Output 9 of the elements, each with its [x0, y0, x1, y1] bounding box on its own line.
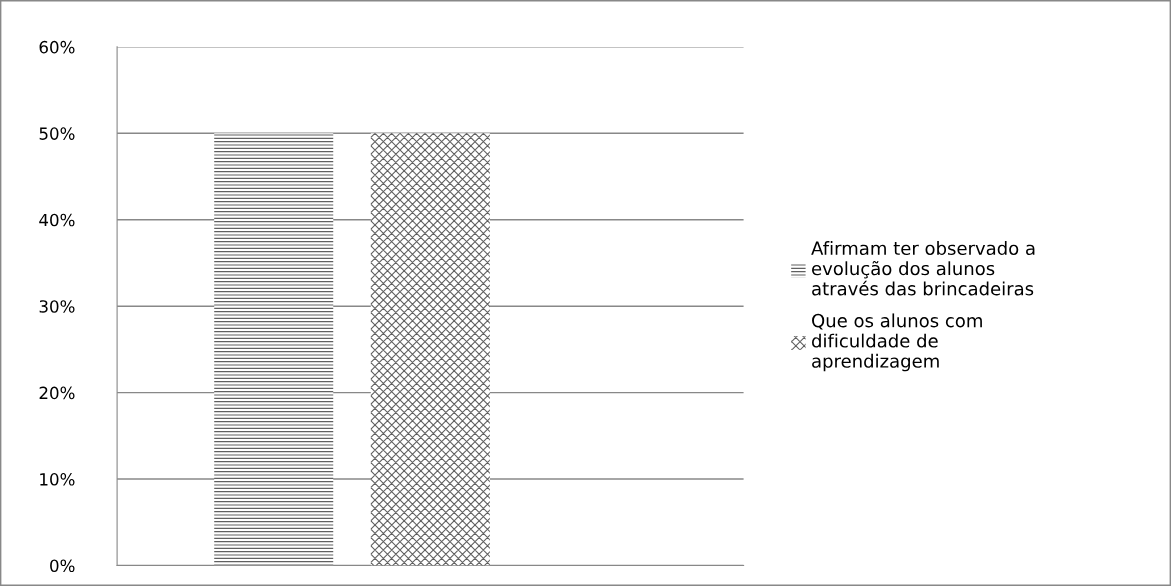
y-tick-label: 30%	[39, 300, 75, 313]
y-tick-label: 60%	[39, 40, 75, 54]
y-tick-label: 20%	[39, 386, 75, 400]
legend-label: Que os alunos com dificuldade de aprendizagem	[812, 313, 982, 372]
y-tick-label: 40%	[39, 213, 75, 227]
y-tick-label: 50%	[39, 127, 75, 140]
legend-label: Afirmam ter observado a evolução dos alunos através das brincadeiras	[811, 241, 1035, 296]
y-tick-label: 10%	[40, 473, 75, 486]
y-tick-label: 0%	[50, 559, 75, 573]
